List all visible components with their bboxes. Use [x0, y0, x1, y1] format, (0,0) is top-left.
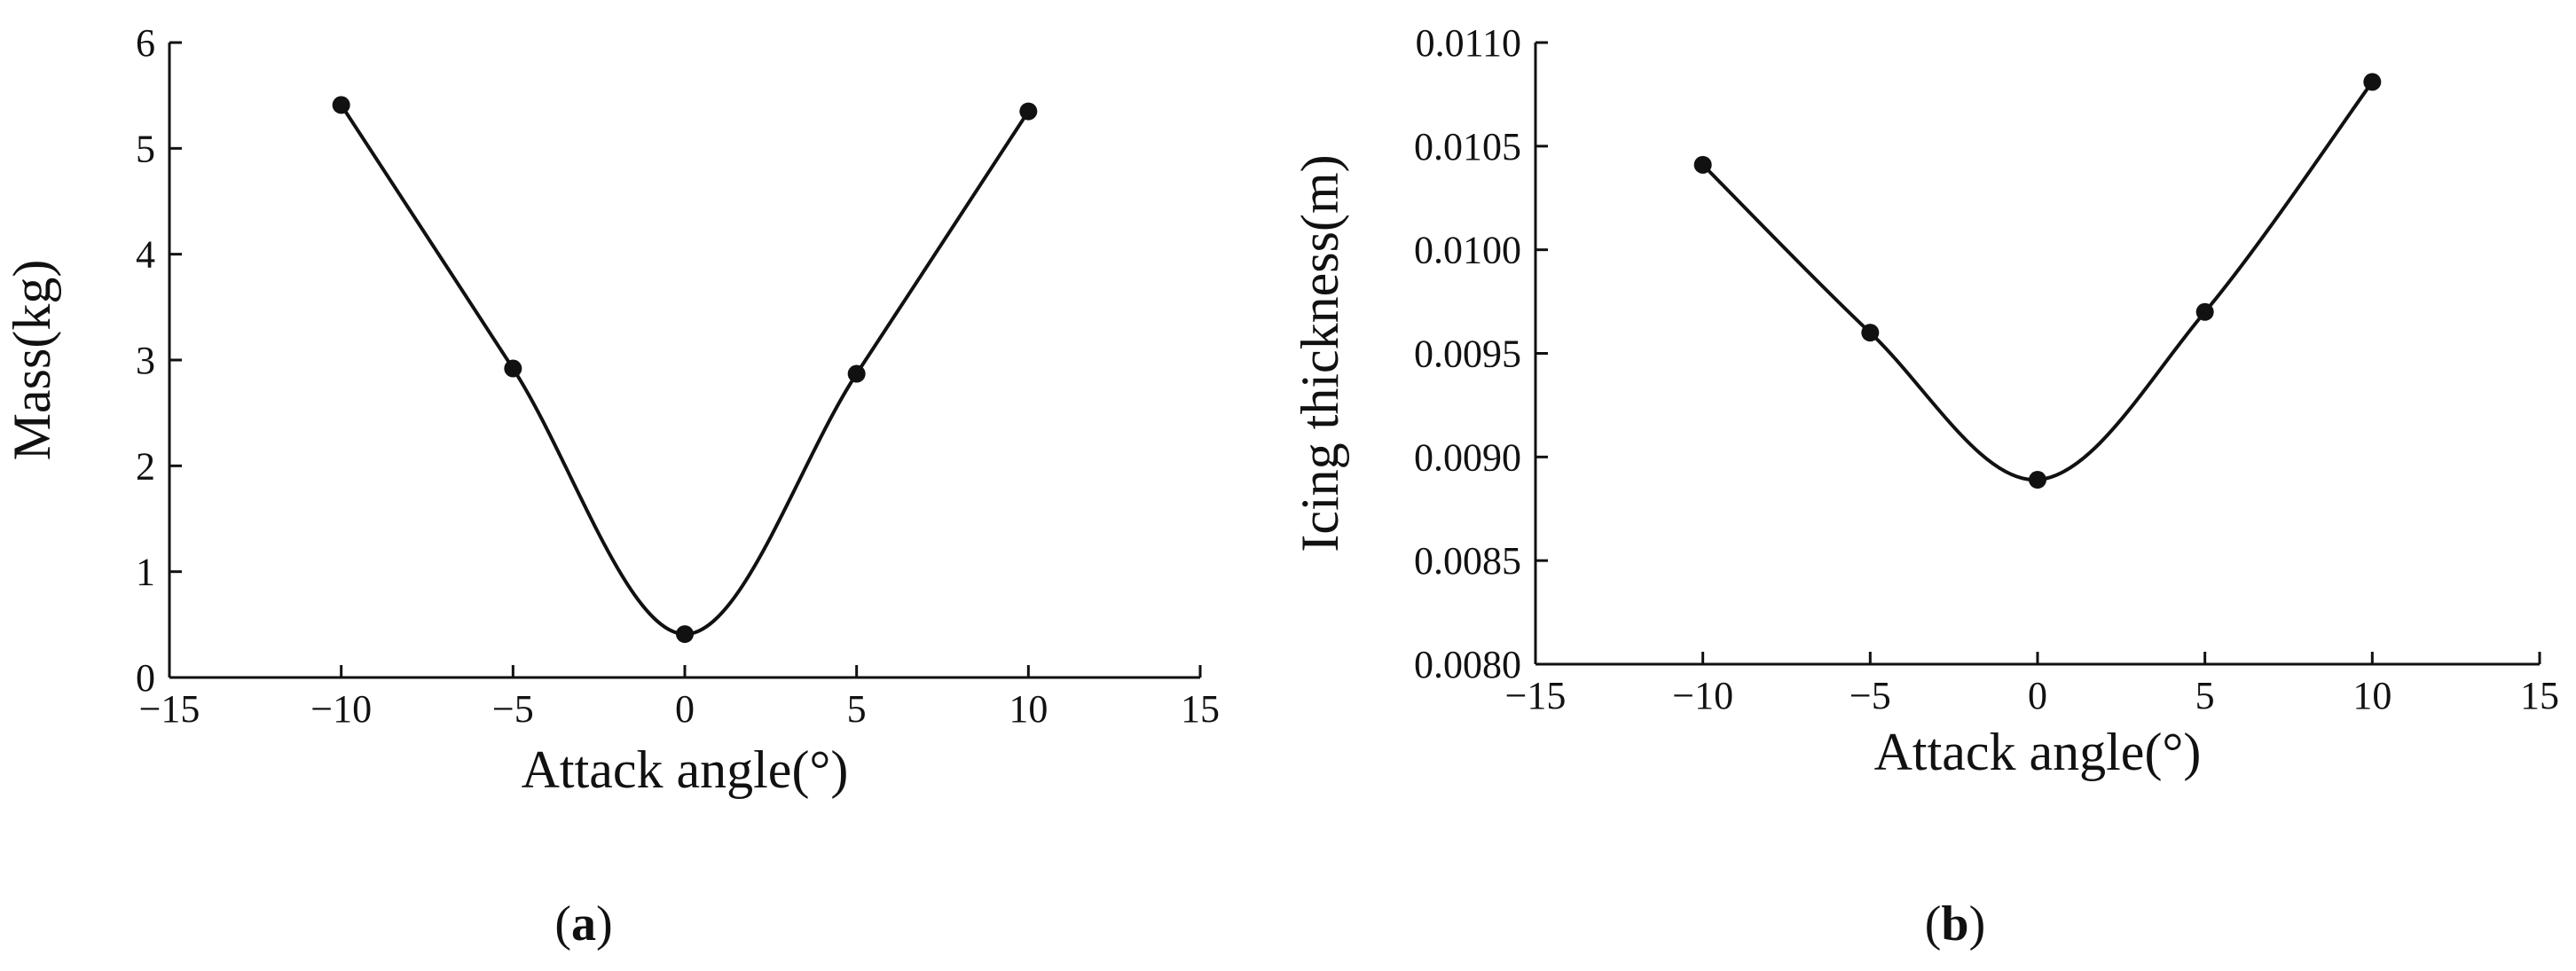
x-tick-label: −15 — [1505, 674, 1567, 717]
x-tick-label: 15 — [2520, 674, 2559, 717]
y-tick-label: 4 — [136, 233, 155, 277]
data-point — [2363, 73, 2382, 91]
x-tick-label: 10 — [1009, 687, 1048, 731]
x-tick-label: 10 — [2352, 674, 2391, 717]
y-tick-label: 0.0095 — [1414, 333, 1521, 376]
data-point — [504, 359, 522, 378]
y-tick-label: 1 — [136, 551, 155, 594]
y-tick-label: 0.0090 — [1414, 435, 1521, 479]
x-tick-label: −15 — [139, 687, 200, 731]
y-axis-title: Icing thickness(m) — [1291, 154, 1349, 552]
data-point — [1861, 324, 1880, 342]
data-point — [332, 96, 350, 114]
panel-label-letter: a — [571, 897, 596, 951]
data-point — [847, 364, 866, 383]
data-point — [2029, 471, 2046, 489]
y-tick-label: 2 — [136, 444, 155, 488]
y-tick-label: 0.0080 — [1414, 643, 1521, 686]
chart-panel-b: −15 −10 −5 0 5 10 15 0.0080 0.0085 0.0090 0.0095 0.… — [1291, 21, 2559, 951]
x-tick-label: −5 — [492, 687, 534, 731]
data-point — [1019, 102, 1038, 121]
x-tick-label: 0 — [675, 687, 695, 731]
y-tick-label: 0.0100 — [1414, 229, 1521, 272]
y-tick-label: 3 — [136, 339, 155, 382]
panel-label: (b) — [1925, 897, 1985, 951]
data-point — [2195, 302, 2214, 321]
data-point — [1693, 155, 1712, 174]
y-tick-label: 0 — [136, 656, 155, 700]
x-tick-label: −5 — [1850, 674, 1891, 717]
y-tick-label: 6 — [136, 21, 155, 65]
y-tick-label: 0.0085 — [1414, 539, 1521, 583]
panel-label-open: ( — [1925, 897, 1942, 951]
x-tick-label: 5 — [2195, 674, 2215, 717]
x-tick-label: 15 — [1181, 687, 1220, 731]
chart-panel-a: −15 −10 −5 0 5 10 15 0 1 2 3 4 5 6 Attack angle(°) Mass… — [3, 21, 1220, 951]
x-axis-title: Attack angle(°) — [1874, 723, 2202, 781]
y-tick-label: 5 — [136, 127, 155, 170]
x-tick-label: −10 — [1672, 674, 1733, 717]
panel-label: (a) — [554, 897, 612, 951]
panel-label-close: ) — [596, 897, 613, 951]
x-tick-label: 5 — [847, 687, 867, 731]
data-point — [676, 625, 694, 644]
panel-label-letter: b — [1941, 897, 1968, 951]
y-tick-label: 0.0110 — [1416, 21, 1521, 65]
y-tick-label: 0.0105 — [1414, 125, 1521, 168]
x-axis-title: Attack angle(°) — [522, 740, 849, 799]
x-tick-label: 0 — [2028, 674, 2047, 717]
panel-label-open: ( — [554, 897, 571, 951]
y-axis-title: Mass(kg) — [3, 260, 61, 461]
x-tick-label: −10 — [310, 687, 372, 731]
panel-label-close: ) — [1969, 897, 1986, 951]
